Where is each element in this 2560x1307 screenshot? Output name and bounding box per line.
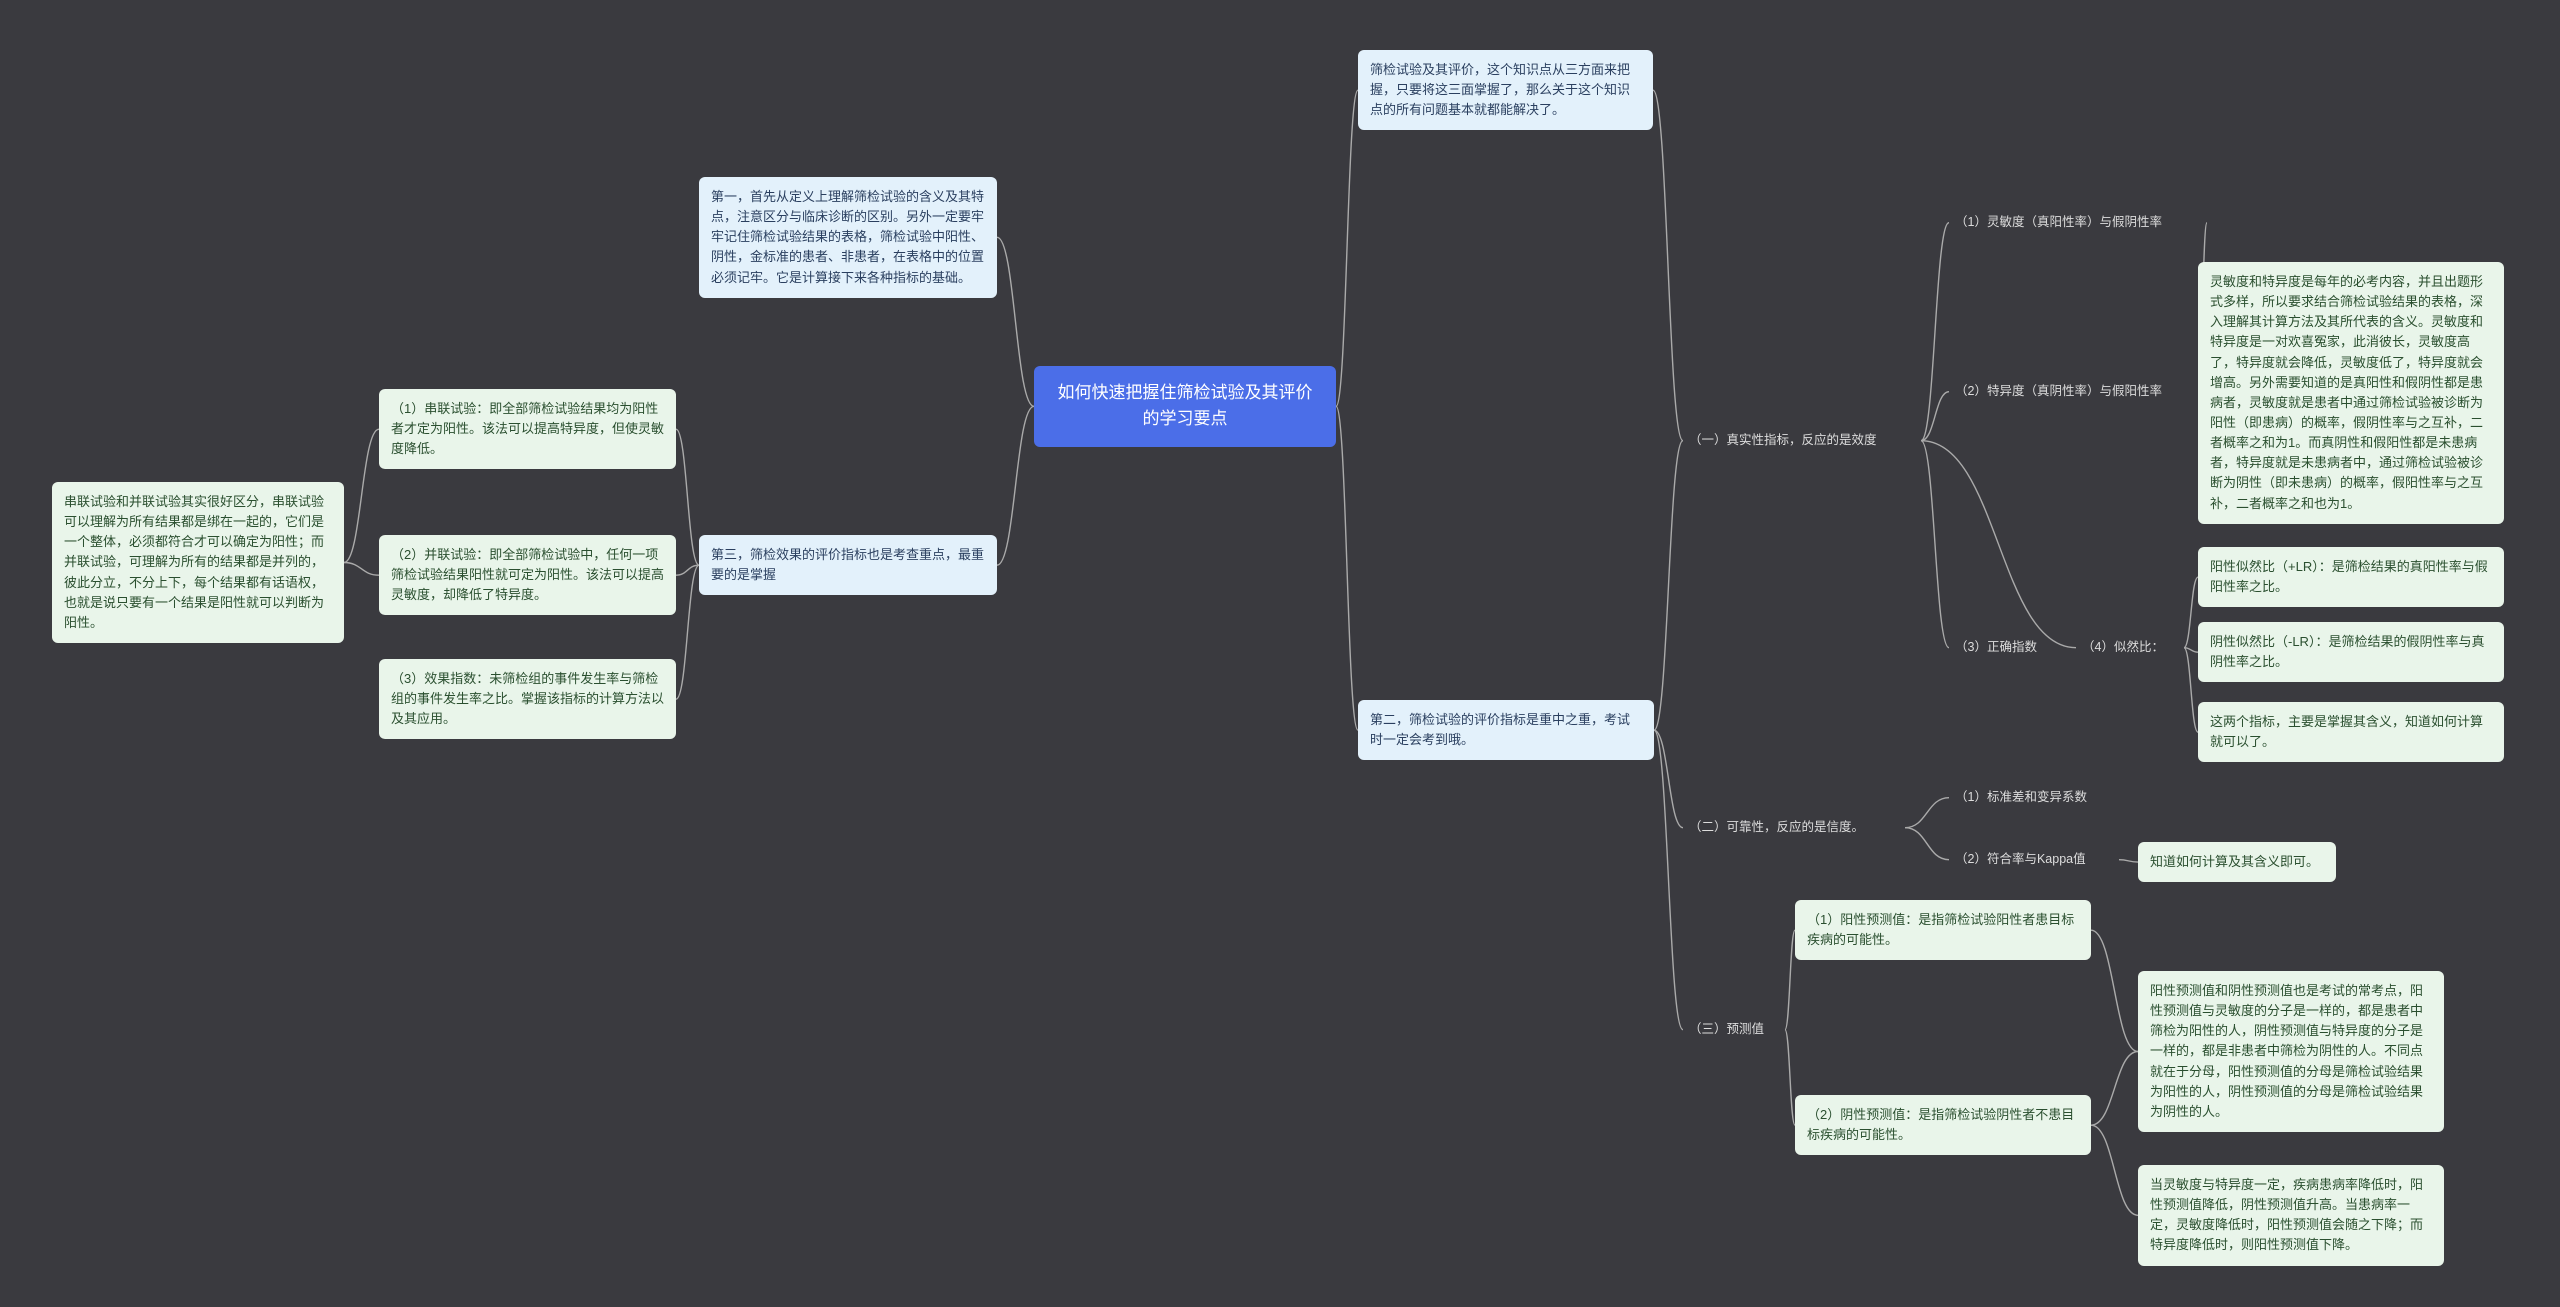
node-b2: （2）符合率与Kappa值 [1949, 846, 2119, 873]
node-p2: 第二，筛检试验的评价指标是重中之重，考试时一定会考到哦。 [1358, 700, 1654, 760]
edge-b-b2 [1905, 828, 1949, 860]
edge-a4-a4_2 [2184, 648, 2198, 652]
edge-a-a3 [1921, 441, 1949, 648]
node-b: （二）可靠性，反应的是信度。 [1683, 814, 1905, 841]
node-p3: 第三，筛检效果的评价指标也是考查重点，最重要的是掌握 [699, 535, 997, 595]
edge-a4-a4_3 [2184, 648, 2198, 732]
node-a4_1: 阳性似然比（+LR）：是筛检结果的真阳性率与假阳性率之比。 [2198, 547, 2504, 607]
edge-intro-a [1653, 90, 1683, 440]
node-c_exp1: 阳性预测值和阴性预测值也是考试的常考点，阳性预测值与灵敏度的分子是一样的，都是患… [2138, 971, 2444, 1132]
edge-a4-a4_1 [2184, 577, 2198, 648]
node-root: 如何快速把握住筛检试验及其评价的学习要点 [1034, 366, 1336, 447]
node-b2_exp: 知道如何计算及其含义即可。 [2138, 842, 2336, 882]
node-a3: （3）正确指数 [1949, 634, 2057, 661]
edge-root-p1 [997, 237, 1034, 406]
node-p3_exp: 串联试验和并联试验其实很好区分，串联试验可以理解为所有结果都是绑在一起的，它们是… [52, 482, 344, 643]
edge-p3-p3_1 [676, 429, 699, 565]
node-a4_3: 这两个指标，主要是掌握其含义，知道如何计算就可以了。 [2198, 702, 2504, 762]
edge-c-c1 [1785, 930, 1795, 1030]
edge-b-b1 [1905, 798, 1949, 828]
node-intro: 筛检试验及其评价，这个知识点从三方面来把握，只要将这三面掌握了，那么关于这个知识… [1358, 50, 1653, 130]
node-a2_exp: 灵敏度和特异度是每年的必考内容，并且出题形式多样，所以要求结合筛检试验结果的表格… [2198, 262, 2504, 524]
edge-p3-p3_3 [676, 565, 699, 699]
edge-root-p2 [1336, 406, 1358, 730]
edge-c2-c_exp1 [2091, 1051, 2138, 1125]
node-c2: （2）阴性预测值：是指筛检试验阴性者不患目标疾病的可能性。 [1795, 1095, 2091, 1155]
edge-root-p3 [997, 406, 1034, 565]
node-a1: （1）灵敏度（真阳性率）与假阴性率 [1949, 209, 2207, 236]
node-c_exp2: 当灵敏度与特异度一定，疾病患病率降低时，阳性预测值降低，阴性预测值升高。当患病率… [2138, 1165, 2444, 1266]
edge-a-a1 [1921, 223, 1949, 441]
edge-a-a4 [1921, 441, 2076, 648]
node-c: （三）预测值 [1683, 1016, 1785, 1043]
edge-b2-b2_exp [2119, 860, 2138, 862]
node-a: （一）真实性指标，反应的是效度 [1683, 427, 1921, 454]
node-a4_2: 阴性似然比（-LR）：是筛检结果的假阴性率与真阴性率之比。 [2198, 622, 2504, 682]
node-b1: （1）标准差和变异系数 [1949, 784, 2119, 811]
edge-p3-p3_2 [676, 565, 699, 575]
node-a4: （4）似然比： [2076, 634, 2184, 661]
node-p3_1: （1）串联试验：即全部筛检试验结果均为阳性者才定为阳性。该法可以提高特异度，但使… [379, 389, 676, 469]
node-p1: 第一，首先从定义上理解筛检试验的含义及其特点，注意区分与临床诊断的区别。另外一定… [699, 177, 997, 298]
node-c1: （1）阳性预测值：是指筛检试验阳性者患目标疾病的可能性。 [1795, 900, 2091, 960]
edge-c-c2 [1785, 1030, 1795, 1125]
node-p3_3: （3）效果指数：未筛检组的事件发生率与筛检组的事件发生率之比。掌握该指标的计算方… [379, 659, 676, 739]
edge-c1-c_exp1 [2091, 930, 2138, 1051]
edge-p3_2-p3_exp [344, 562, 379, 575]
node-a2: （2）特异度（真阴性率）与假阳性率 [1949, 378, 2207, 405]
edge-c2-c_exp2 [2091, 1125, 2138, 1215]
edge-p3_1-p3_exp [344, 429, 379, 562]
edge-p2-c [1654, 730, 1683, 1030]
node-p3_2: （2）并联试验：即全部筛检试验中，任何一项筛检试验结果阳性就可定为阳性。该法可以… [379, 535, 676, 615]
edge-root-intro [1336, 90, 1358, 406]
edge-p2-b [1654, 730, 1683, 828]
edge-p2-a [1654, 441, 1683, 730]
edge-a-a2 [1921, 392, 1949, 441]
